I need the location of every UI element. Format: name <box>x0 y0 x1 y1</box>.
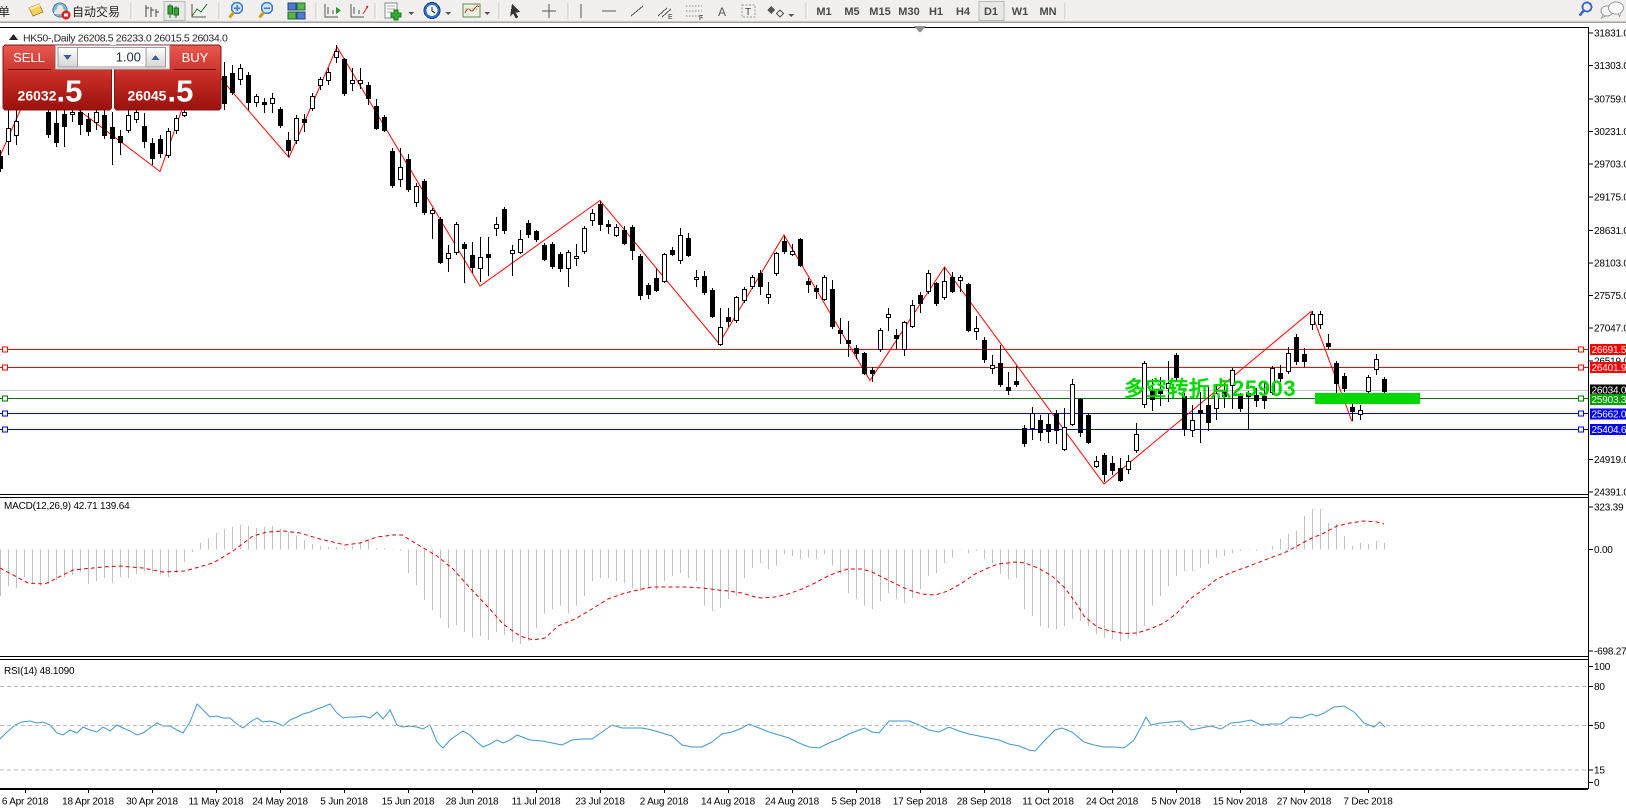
svg-text:25404.6: 25404.6 <box>1592 425 1626 436</box>
svg-text:30 Apr 2018: 30 Apr 2018 <box>126 797 178 808</box>
svg-text:H4: H4 <box>956 6 971 18</box>
svg-text:26519.0: 26519.0 <box>1594 356 1626 367</box>
svg-text:15: 15 <box>1594 766 1605 777</box>
svg-text:MACD(12,26,9) 42.71 139.64: MACD(12,26,9) 42.71 139.64 <box>4 501 130 512</box>
svg-text:M30: M30 <box>898 6 919 18</box>
svg-text:26034.0: 26034.0 <box>1592 385 1626 396</box>
svg-text:17 Sep 2018: 17 Sep 2018 <box>893 797 948 808</box>
svg-text:25903.3: 25903.3 <box>1592 395 1626 406</box>
svg-text:15 Nov 2018: 15 Nov 2018 <box>1213 797 1268 808</box>
svg-text:11 May 2018: 11 May 2018 <box>189 797 245 808</box>
svg-text:28631.0: 28631.0 <box>1594 226 1626 237</box>
svg-text:BUY: BUY <box>182 50 209 65</box>
svg-text:24 Oct 2018: 24 Oct 2018 <box>1086 797 1139 808</box>
svg-text:A: A <box>718 5 726 19</box>
svg-text:50: 50 <box>1594 721 1605 732</box>
svg-text:-698.27: -698.27 <box>1594 647 1626 658</box>
svg-text:0.00: 0.00 <box>1594 545 1613 556</box>
svg-text:M1: M1 <box>816 6 831 18</box>
svg-text:多空转折点25903: 多空转折点25903 <box>1124 376 1296 401</box>
svg-text:31303.0: 31303.0 <box>1594 61 1626 72</box>
svg-text:RSI(14) 48.1090: RSI(14) 48.1090 <box>4 666 75 677</box>
svg-text:单: 单 <box>0 5 10 19</box>
svg-text:MN: MN <box>1039 6 1056 18</box>
svg-text:F: F <box>699 15 703 22</box>
svg-text:100: 100 <box>1594 662 1611 673</box>
svg-text:.5: .5 <box>57 74 83 109</box>
svg-text:15 Jun 2018: 15 Jun 2018 <box>382 797 435 808</box>
svg-text:M5: M5 <box>844 6 859 18</box>
svg-text:28103.0: 28103.0 <box>1594 259 1626 270</box>
svg-text:H1: H1 <box>929 6 943 18</box>
svg-text:5 Sep 2018: 5 Sep 2018 <box>831 797 881 808</box>
svg-text:2 Aug 2018: 2 Aug 2018 <box>640 797 689 808</box>
svg-text:29703.0: 29703.0 <box>1594 160 1626 171</box>
svg-text:D1: D1 <box>984 6 998 18</box>
svg-text:W1: W1 <box>1012 6 1029 18</box>
svg-text:24 Aug 2018: 24 Aug 2018 <box>765 797 820 808</box>
svg-text:T: T <box>745 7 751 18</box>
svg-text:26401.9: 26401.9 <box>1592 363 1626 374</box>
svg-text:25662.0: 25662.0 <box>1592 410 1626 421</box>
svg-text:.5: .5 <box>168 74 194 109</box>
svg-text:14 Aug 2018: 14 Aug 2018 <box>701 797 756 808</box>
svg-text:24919.0: 24919.0 <box>1594 455 1626 466</box>
svg-text:5 Jun 2018: 5 Jun 2018 <box>320 797 368 808</box>
svg-text:HK50-,Daily 26208.5 26233.0 2: HK50-,Daily 26208.5 26233.0 26015.5 2603… <box>23 33 228 45</box>
svg-text:0: 0 <box>1594 778 1600 789</box>
svg-text:323.39: 323.39 <box>1594 503 1624 514</box>
svg-text:27047.0: 27047.0 <box>1594 324 1626 335</box>
svg-text:6 Apr 2018: 6 Apr 2018 <box>2 797 49 808</box>
svg-text:7 Dec 2018: 7 Dec 2018 <box>1343 797 1393 808</box>
svg-text:28 Sep 2018: 28 Sep 2018 <box>957 797 1012 808</box>
svg-text:11 Jul 2018: 11 Jul 2018 <box>512 797 561 808</box>
svg-text:31831.0: 31831.0 <box>1594 29 1626 40</box>
svg-text:27 Nov 2018: 27 Nov 2018 <box>1277 797 1332 808</box>
svg-text:30231.0: 30231.0 <box>1594 127 1626 138</box>
svg-text:27575.0: 27575.0 <box>1594 291 1626 302</box>
svg-text:28 Jun 2018: 28 Jun 2018 <box>446 797 499 808</box>
svg-text:SELL: SELL <box>13 50 45 65</box>
svg-text:E: E <box>668 14 673 21</box>
svg-text:26691.5: 26691.5 <box>1592 345 1626 356</box>
svg-text:24391.0: 24391.0 <box>1594 488 1626 499</box>
svg-text:18 Apr 2018: 18 Apr 2018 <box>62 797 114 808</box>
svg-text:5 Nov 2018: 5 Nov 2018 <box>1151 797 1201 808</box>
svg-text:24 May 2018: 24 May 2018 <box>252 797 308 808</box>
svg-text:30759.0: 30759.0 <box>1594 95 1626 106</box>
svg-text:26045: 26045 <box>128 88 167 104</box>
svg-text:26032: 26032 <box>18 88 57 104</box>
svg-text:80: 80 <box>1594 682 1605 693</box>
svg-text:M15: M15 <box>869 6 890 18</box>
svg-text:23 Jul 2018: 23 Jul 2018 <box>575 797 625 808</box>
svg-text:29175.0: 29175.0 <box>1594 192 1626 203</box>
svg-text:11 Oct 2018: 11 Oct 2018 <box>1022 797 1074 808</box>
svg-text:1.00: 1.00 <box>116 50 141 65</box>
svg-text:自动交易: 自动交易 <box>72 4 120 19</box>
